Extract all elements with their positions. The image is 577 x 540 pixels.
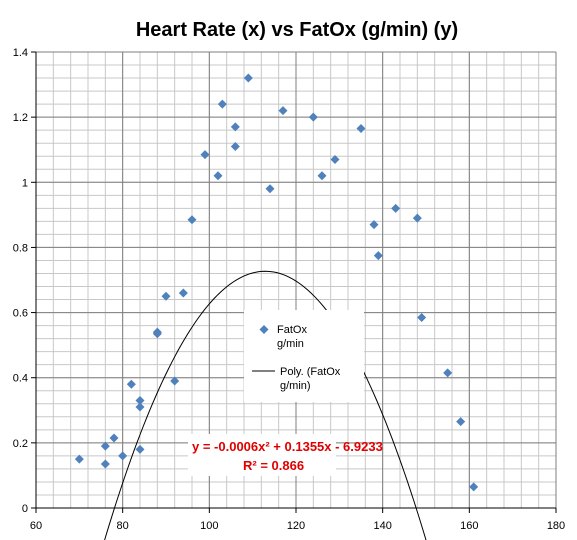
data-point: [308, 112, 318, 122]
axes: 60 80 100 120 140 160 180 0 0.2 0.4 0.6 0.8 1 1.2 1.4: [13, 47, 565, 532]
data-point: [200, 150, 210, 160]
y-tick-label: 0.2: [13, 438, 28, 450]
y-tick-label: 1.2: [13, 112, 28, 124]
data-point: [213, 171, 223, 181]
data-point: [412, 213, 422, 223]
data-point: [265, 184, 275, 194]
x-tick-label: 180: [547, 520, 565, 532]
data-point: [161, 291, 171, 301]
data-point: [152, 329, 162, 339]
legend-entry-trend-line1: Poly. (FatOx: [280, 366, 341, 378]
data-point: [230, 122, 240, 132]
y-tick-label: 0.6: [13, 308, 28, 320]
data-point: [135, 396, 145, 406]
data-point: [100, 441, 110, 451]
data-point: [356, 124, 366, 134]
legend-entry-series-line2: g/min: [277, 338, 304, 350]
y-tick-label: 0.8: [13, 242, 28, 254]
data-point: [330, 154, 340, 164]
chart-title: Heart Rate (x) vs FatOx (g/min) (y): [136, 19, 458, 41]
data-point: [456, 417, 466, 427]
data-point: [135, 402, 145, 412]
legend-entry-series-line1: FatOx: [277, 324, 307, 336]
data-point: [187, 215, 197, 225]
data-point: [178, 288, 188, 298]
data-point: [217, 99, 227, 109]
x-tick-label: 80: [117, 520, 129, 532]
x-tick-label: 120: [287, 520, 305, 532]
y-tick-label: 0.4: [13, 373, 28, 385]
y-tick-label: 1.4: [13, 47, 28, 59]
data-point: [74, 454, 84, 464]
data-point: [317, 171, 327, 181]
data-point: [100, 459, 110, 469]
trendline-equation: y = -0.0006x² + 0.1355x - 6.9233: [192, 439, 383, 454]
trendline-layer: [104, 270, 427, 540]
data-point: [373, 251, 383, 261]
data-point: [469, 482, 479, 492]
data-point: [118, 451, 128, 461]
legend-entry-trend-line2: g/min): [280, 380, 311, 392]
trendline-r2: R² = 0.866: [243, 458, 304, 473]
data-point: [126, 379, 136, 389]
y-tick-label: 1: [22, 177, 28, 189]
x-tick-label: 100: [200, 520, 218, 532]
data-point: [443, 368, 453, 378]
data-point: [170, 376, 180, 386]
data-point: [243, 73, 253, 83]
data-point: [230, 141, 240, 151]
data-point: [391, 203, 401, 213]
data-point: [369, 220, 379, 230]
data-points: [74, 73, 479, 492]
trendline-curve: [104, 270, 427, 540]
x-tick-label: 140: [373, 520, 391, 532]
data-point: [278, 106, 288, 116]
legend: FatOx g/min Poly. (FatOx g/min): [244, 310, 364, 402]
data-point: [135, 444, 145, 454]
data-point: [109, 433, 119, 443]
x-tick-label: 160: [460, 520, 478, 532]
data-point: [417, 312, 427, 322]
x-tick-label: 60: [30, 520, 42, 532]
legend-marker-diamond: [259, 325, 269, 334]
equation-box: y = -0.0006x² + 0.1355x - 6.9233 R² = 0.…: [188, 434, 383, 476]
y-tick-label: 0: [22, 503, 28, 515]
